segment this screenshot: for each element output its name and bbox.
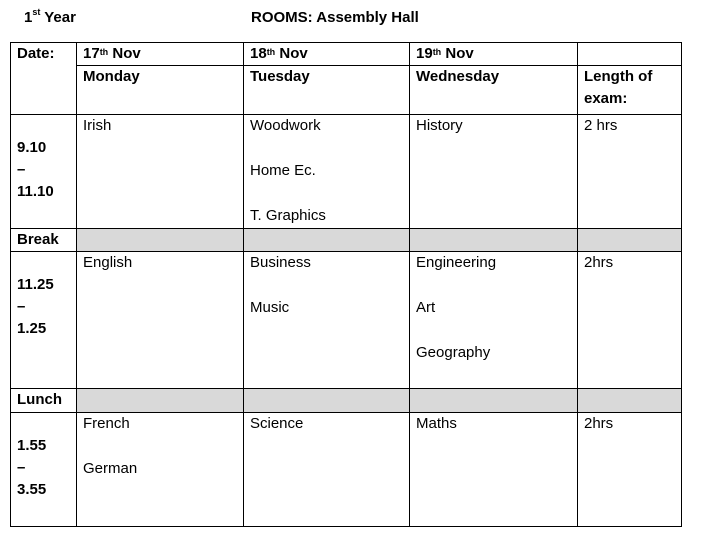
break-label: Break (10, 228, 77, 252)
length-header-top (577, 42, 682, 66)
break-row: Break (10, 228, 682, 252)
date-monday: 17th Nov (76, 42, 244, 66)
lunch-row: Lunch (10, 388, 682, 413)
session-row: 1.55–3.55 French German Science Maths 2hr… (10, 412, 682, 527)
session-time: 11.25–1.25 (10, 251, 77, 389)
wednesday-exams: History (409, 114, 578, 229)
exam-length: 2 hrs (577, 114, 682, 229)
tuesday-exams: Science (243, 412, 410, 527)
day-tuesday: Tuesday (243, 65, 410, 115)
tuesday-exams: Woodwork Home Ec. T. Graphics (243, 114, 410, 229)
rooms-heading: ROOMS: Assembly Hall (251, 9, 419, 26)
wednesday-exams: Engineering Art Geography (409, 251, 578, 389)
monday-exams: Irish (76, 114, 244, 229)
date-wednesday: 19th Nov (409, 42, 578, 66)
monday-exams: English (76, 251, 244, 389)
session-time: 9.10–11.10 (10, 114, 77, 229)
session-row: 9.10–11.10 Irish Woodwork Home Ec. T. Grap… (10, 114, 682, 229)
exam-timetable: Date: 17th Nov 18th Nov 19th Nov Monday … (10, 42, 682, 527)
tuesday-exams: Business Music (243, 251, 410, 389)
session-row: 11.25–1.25 English Business Music Enginee… (10, 251, 682, 389)
date-label: Date: (10, 42, 77, 115)
exam-length: 2hrs (577, 412, 682, 527)
monday-exams: French German (76, 412, 244, 527)
day-wednesday: Wednesday (409, 65, 578, 115)
length-header: Length of exam: (577, 65, 682, 115)
lunch-label: Lunch (10, 388, 77, 413)
day-monday: Monday (76, 65, 244, 115)
exam-length: 2hrs (577, 251, 682, 389)
wednesday-exams: Maths (409, 412, 578, 527)
date-tuesday: 18th Nov (243, 42, 410, 66)
year-heading: 1st Year (24, 7, 76, 26)
session-time: 1.55–3.55 (10, 412, 77, 527)
